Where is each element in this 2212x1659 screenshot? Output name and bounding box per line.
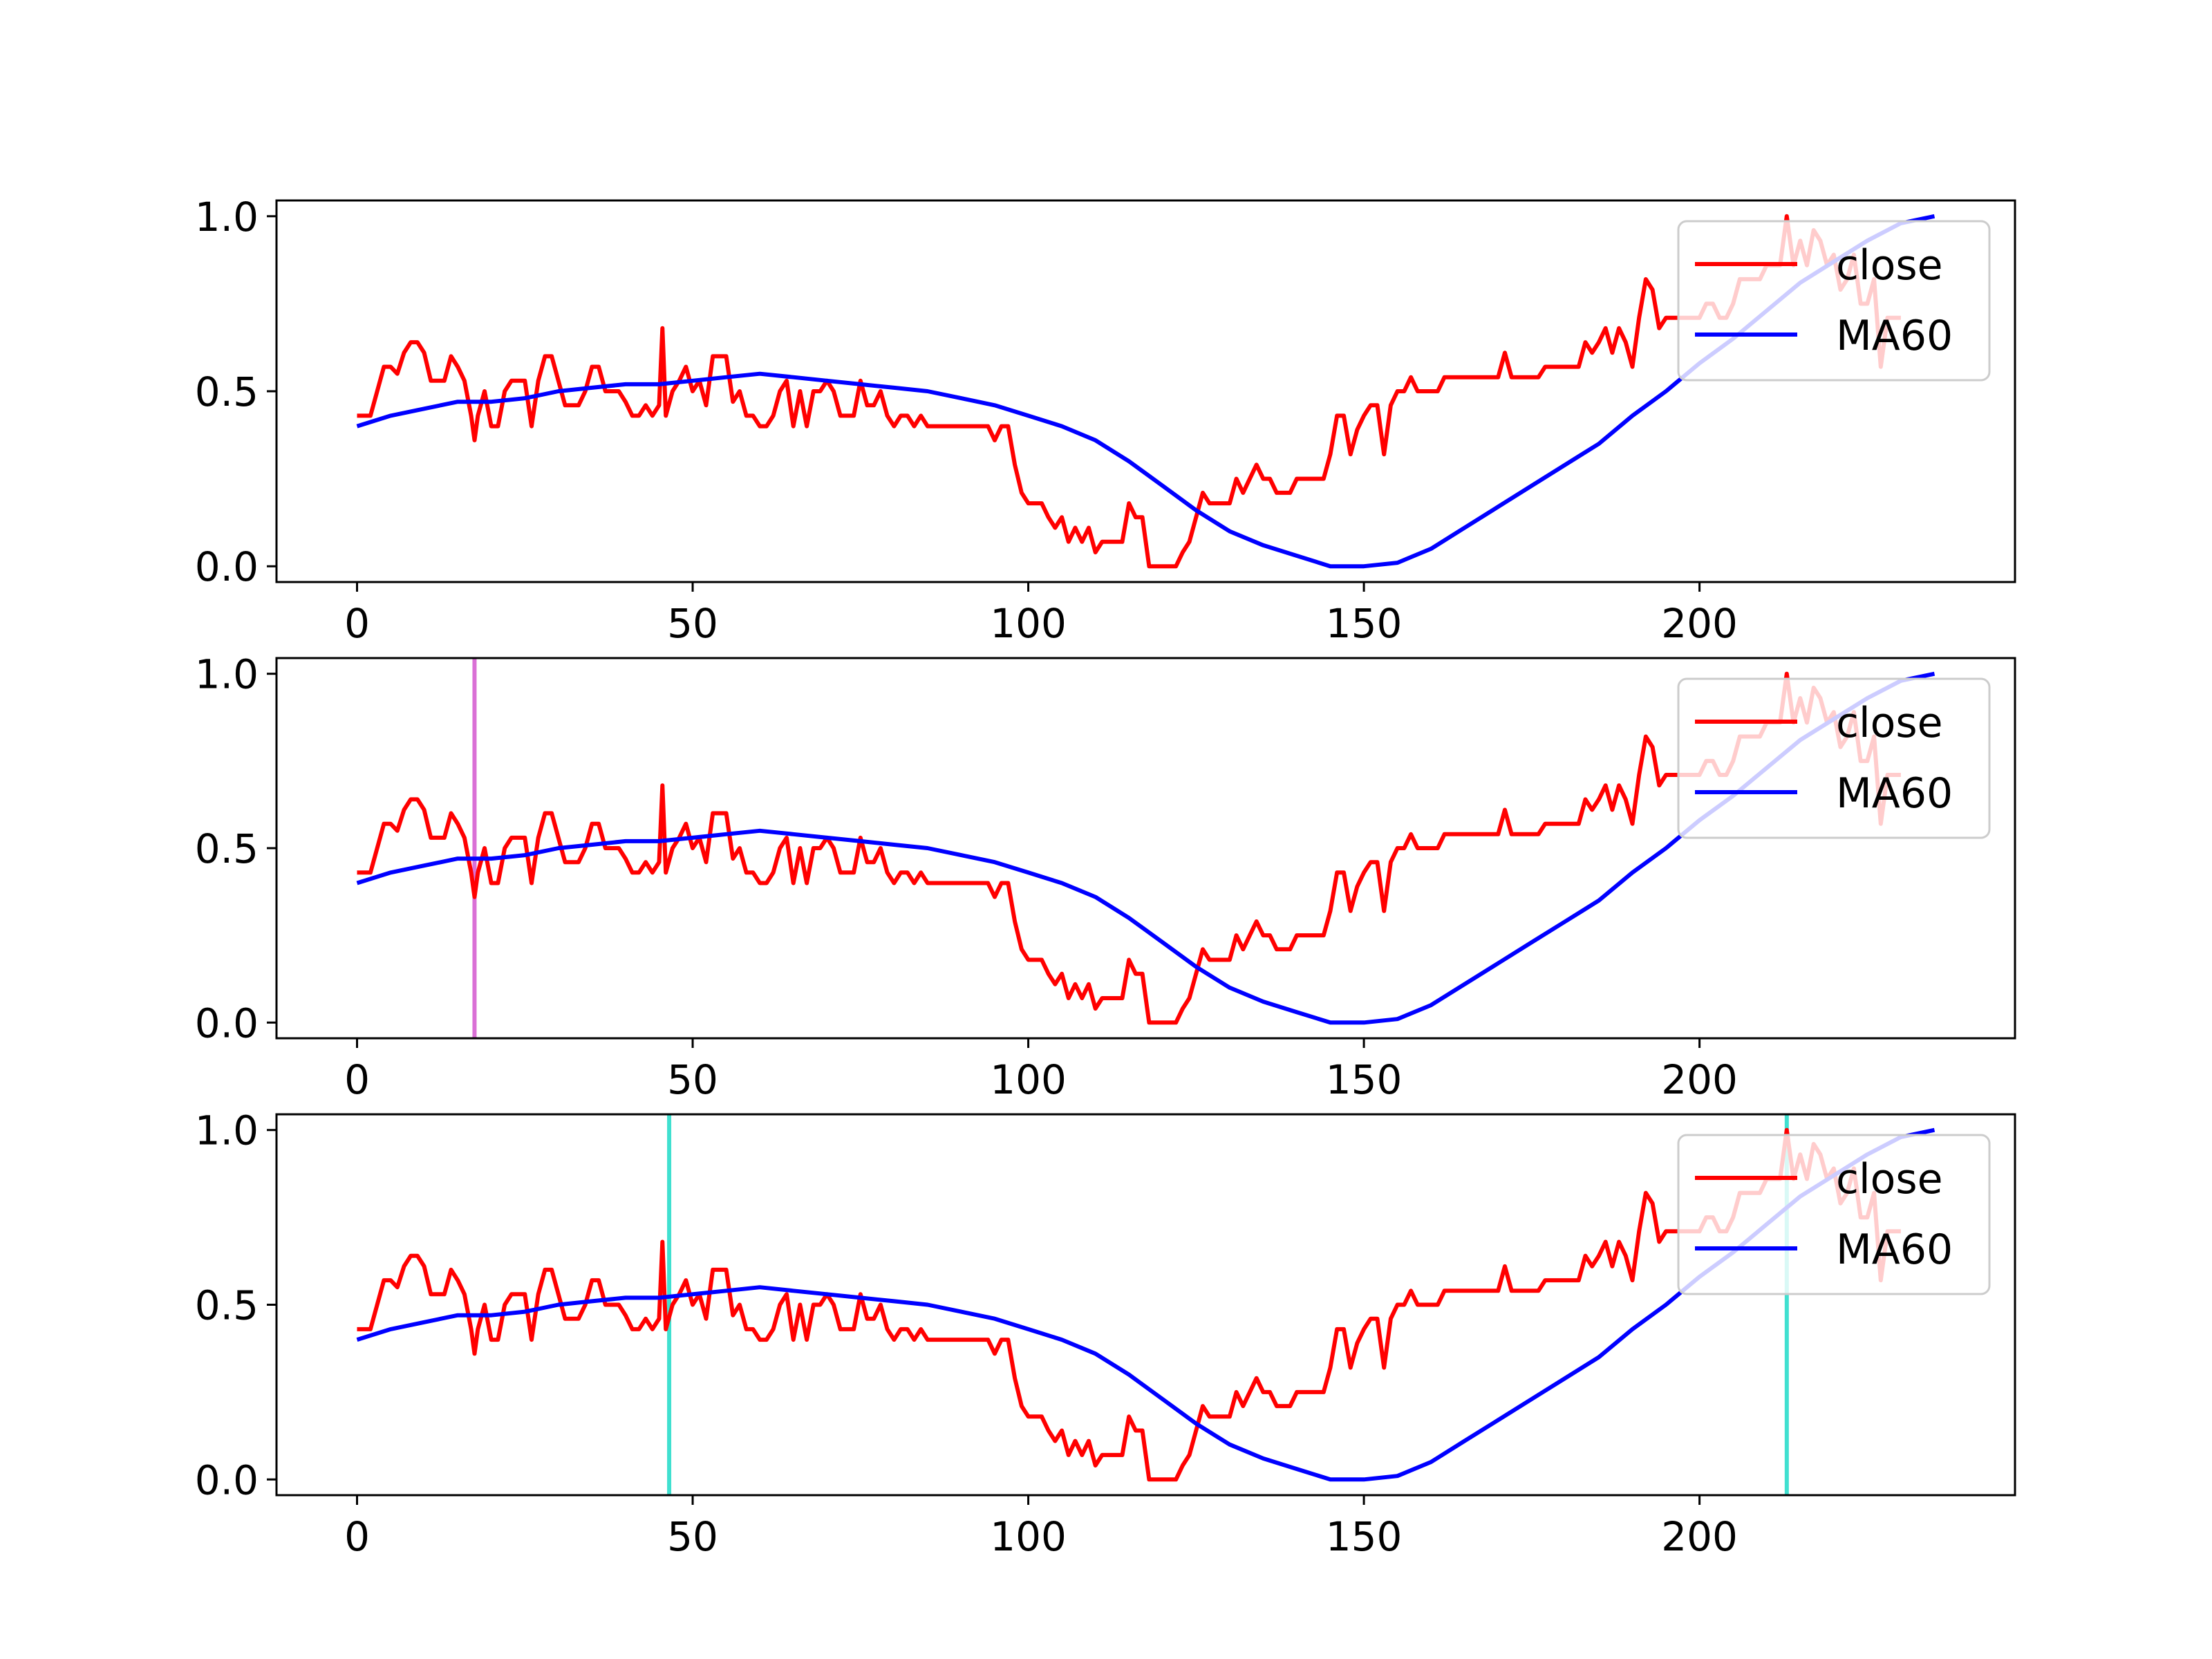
series-line-close (357, 214, 1901, 569)
y-tick-label: 0.5 (195, 825, 259, 872)
y-tick-label: 1.0 (195, 194, 259, 241)
legend: close MA60 (1677, 1134, 1991, 1295)
legend-label-close: close (1836, 241, 1943, 290)
series-line-ma60 (356, 1127, 1936, 1482)
y-tick-label: 1.0 (195, 651, 259, 698)
x-tick-label: 100 (990, 600, 1067, 647)
x-tick-label: 200 (1661, 600, 1738, 647)
x-tick-label: 150 (1326, 1056, 1403, 1103)
legend-box (1677, 1134, 1991, 1295)
y-tick-label: 1.0 (195, 1107, 259, 1154)
x-tick-label: 200 (1661, 1513, 1738, 1560)
legend-box (1677, 220, 1991, 382)
y-tick-label: 0.0 (195, 1000, 259, 1047)
series-line-ma60 (356, 671, 1936, 1025)
plot-area (356, 214, 1936, 569)
x-tick-label: 100 (990, 1513, 1067, 1560)
subplot-1: 0 50 100 150 200 0.0 0.5 1.0 close MA60 (195, 194, 2016, 647)
x-tick-label: 100 (990, 1056, 1067, 1103)
x-tick-label: 200 (1661, 1056, 1738, 1103)
subplot-2: 0 50 100 150 200 0.0 0.5 1.0 close MA60 (195, 651, 2016, 1103)
legend-label-ma60: MA60 (1836, 769, 1953, 818)
y-tick-label: 0.0 (195, 1456, 259, 1503)
legend: close MA60 (1677, 220, 1991, 382)
x-tick-label: 150 (1326, 1513, 1403, 1560)
x-tick-label: 0 (344, 1513, 370, 1560)
subplot-3: 0 50 100 150 200 0.0 0.5 1.0 close MA60 (195, 1107, 2016, 1560)
plot-area (356, 658, 1936, 1038)
y-tick-label: 0.5 (195, 368, 259, 415)
x-tick-label: 50 (667, 1513, 718, 1560)
x-tick-label: 150 (1326, 600, 1403, 647)
y-tick-label: 0.0 (195, 543, 259, 590)
legend-box (1677, 677, 1991, 839)
x-tick-label: 50 (667, 600, 718, 647)
series-line-close (357, 671, 1901, 1025)
legend-label-close: close (1836, 1155, 1943, 1203)
legend-label-ma60: MA60 (1836, 1226, 1953, 1274)
y-tick-label: 0.5 (195, 1282, 259, 1329)
legend: close MA60 (1677, 677, 1991, 839)
x-tick-label: 0 (344, 600, 370, 647)
legend-label-ma60: MA60 (1836, 312, 1953, 360)
legend-label-close: close (1836, 699, 1943, 747)
series-line-ma60 (356, 214, 1936, 569)
series-line-close (357, 1127, 1901, 1482)
x-tick-label: 50 (667, 1056, 718, 1103)
x-tick-label: 0 (344, 1056, 370, 1103)
